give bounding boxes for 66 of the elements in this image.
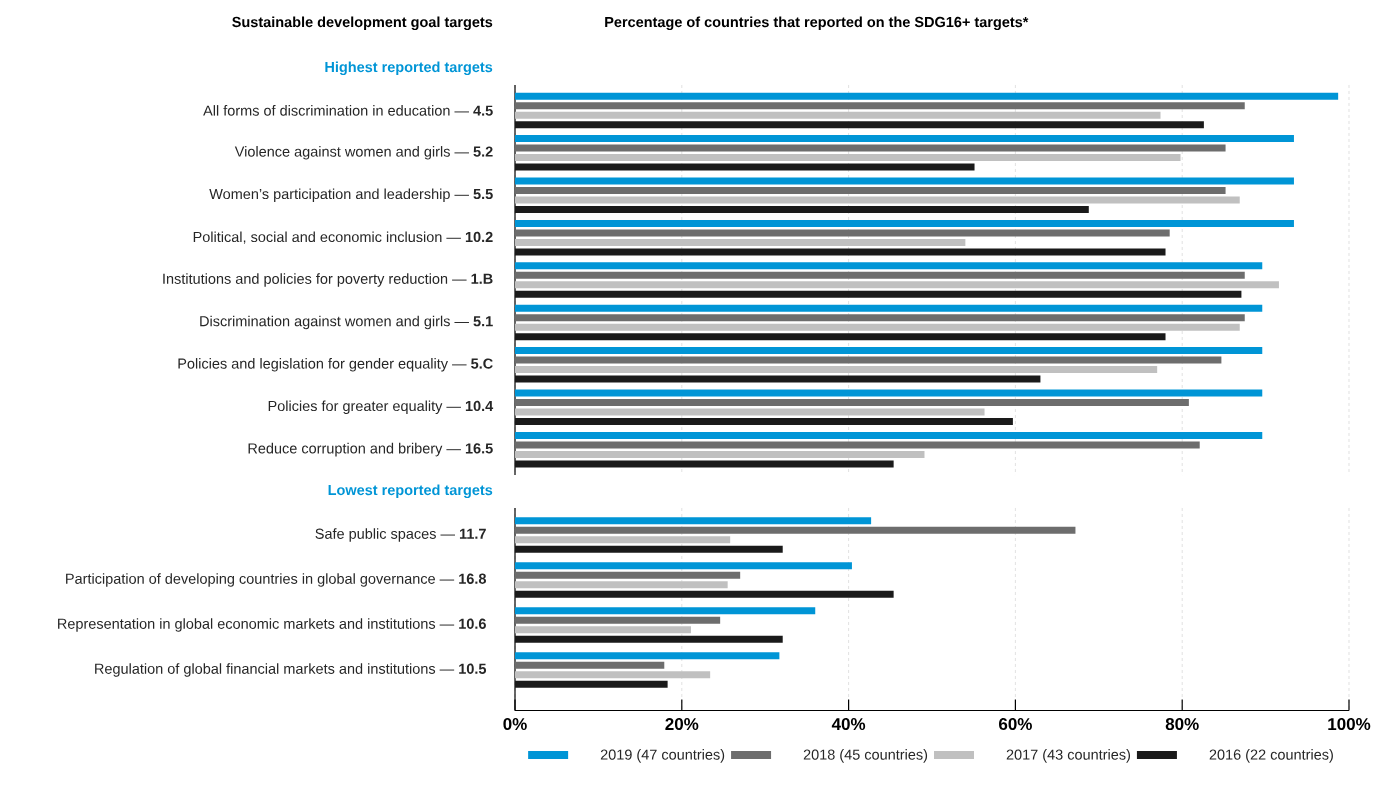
bar: [515, 177, 1294, 185]
legend-label: 2019 (47 countries): [600, 749, 725, 763]
x-tick-label: 60%: [999, 718, 1032, 731]
y-tick-label: Institutions and policies for poverty reduction — 1.B: [163, 273, 493, 287]
bar: [515, 398, 1189, 406]
bar: [515, 607, 816, 615]
y-tick-label: Representation in global economic markets and institutions — 10.6: [58, 618, 486, 632]
y-tick-label: Participation of developing countries in global governance — 16.8: [66, 573, 487, 587]
bar: [515, 562, 852, 570]
bar: [515, 652, 780, 660]
bar: [515, 205, 1089, 213]
chart-subtitle: Lowest reported targets: [328, 484, 493, 499]
bar: [515, 441, 1200, 449]
y-tick-label: Political, social and economic inclusion — 10.2: [193, 231, 493, 244]
bar: [515, 121, 1204, 129]
bar: [515, 248, 1166, 256]
legend-label: 2017 (43 countries): [1006, 749, 1130, 763]
bar: [515, 417, 1013, 425]
y-tick-label: Policies for greater equality — 10.4: [268, 400, 494, 414]
bar: [515, 616, 721, 624]
y-tick-label: Violence against women and girls — 5.2: [234, 146, 493, 160]
x-tick-label: 0%: [503, 718, 527, 731]
x-tick-label: 80%: [1165, 718, 1199, 731]
bar: [515, 680, 668, 688]
y-tick-label: Women’s participation and leadership — 5.5: [209, 188, 493, 202]
y-tick-label: Safe public spaces — 11.7: [315, 528, 486, 542]
bar: [515, 144, 1226, 152]
bar: [515, 135, 1294, 143]
y-tick-label: Discrimination against women and girls — 5.1: [200, 315, 493, 330]
bar: [515, 460, 894, 468]
bar: [515, 102, 1245, 110]
bar: [515, 229, 1170, 237]
bar: [515, 219, 1294, 227]
bar: [515, 526, 1076, 534]
bar: [515, 163, 975, 171]
x-tick-label: 40%: [831, 718, 866, 731]
bar: [515, 333, 1166, 341]
legend-label: 2016 (22 countries): [1209, 749, 1333, 763]
bar: [515, 545, 783, 553]
bar: [515, 517, 872, 525]
bar: [515, 590, 894, 598]
bar: [515, 356, 1222, 364]
bar: [515, 314, 1245, 322]
x-tick-label: 100%: [1328, 718, 1371, 731]
bar: [515, 431, 1263, 439]
bar: [515, 290, 1242, 298]
y-tick-label: Policies and legislation for gender equality — 5.C: [178, 358, 493, 372]
bar: [515, 186, 1226, 194]
chart-title: Percentage of countries that reported on the SDG16+ targets*: [605, 16, 1029, 31]
y-axis-title: Sustainable development goal targets: [232, 16, 493, 31]
x-tick-label: 20%: [665, 718, 699, 731]
y-tick-label: Regulation of global financial markets and institutions — 10.5: [95, 663, 487, 677]
bar: [515, 661, 665, 669]
bar: [515, 635, 783, 643]
y-tick-label: Reduce corruption and bribery — 16.5: [248, 442, 493, 457]
bar: [515, 92, 1339, 100]
y-tick-label: All forms of discrimination in education — 4.5: [203, 105, 493, 116]
chart-subtitle: Highest reported targets: [325, 61, 493, 76]
bar: [515, 271, 1245, 279]
bar: [515, 347, 1263, 355]
legend-label: 2018 (45 countries): [803, 749, 928, 763]
bar: [515, 571, 741, 579]
bar: [515, 389, 1263, 397]
bar: [515, 304, 1263, 312]
bar: [515, 262, 1263, 270]
bar: [515, 375, 1041, 383]
